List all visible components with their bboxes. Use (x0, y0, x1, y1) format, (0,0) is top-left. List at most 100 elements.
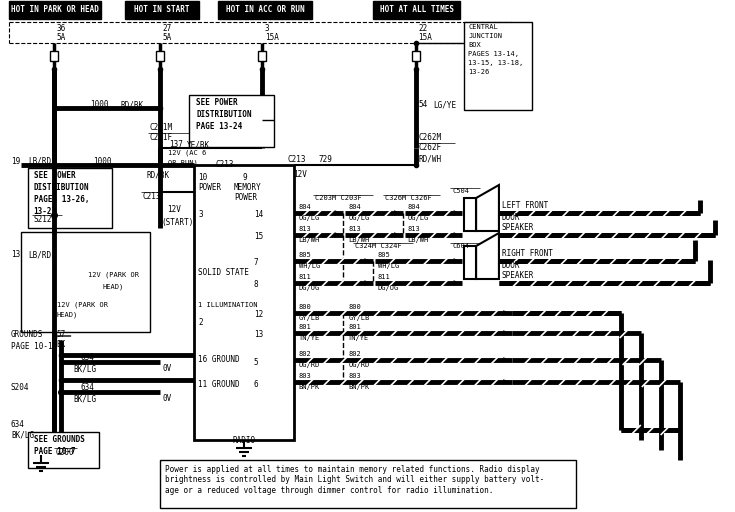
Text: 804: 804 (408, 204, 420, 210)
Text: PAGE 10-10: PAGE 10-10 (11, 342, 57, 351)
Text: C604: C604 (452, 243, 470, 249)
Bar (465, 198, 476, 231)
Text: 1 ILLUMINATION: 1 ILLUMINATION (198, 302, 258, 308)
Text: SEE POWER: SEE POWER (196, 98, 238, 107)
Text: C203M C203F: C203M C203F (315, 195, 362, 201)
Bar (465, 22, 531, 110)
Text: 634: 634 (80, 383, 94, 392)
Bar (28, 168, 112, 228)
Text: 54: 54 (419, 100, 428, 109)
Text: (START): (START) (162, 218, 194, 227)
Text: BK/LG: BK/LG (74, 364, 96, 373)
Text: POWER: POWER (234, 193, 257, 202)
Text: 803: 803 (298, 373, 312, 379)
Bar (195, 165, 293, 440)
Text: Power is applied at all times to maintain memory related functions. Radio displa: Power is applied at all times to maintai… (165, 465, 544, 495)
Text: 13-27: 13-27 (34, 207, 57, 216)
Text: DOOR: DOOR (502, 261, 520, 270)
Text: 15A: 15A (419, 33, 432, 42)
Text: C326M C326F: C326M C326F (385, 195, 431, 201)
Text: CENTRAL: CENTRAL (468, 24, 498, 30)
Text: 12V: 12V (293, 170, 307, 179)
Text: 804: 804 (348, 204, 361, 210)
Text: PAGE 13-24: PAGE 13-24 (196, 122, 243, 131)
Text: HEAD): HEAD) (57, 312, 78, 318)
Text: LB/RD: LB/RD (28, 250, 51, 259)
Text: 5: 5 (254, 358, 259, 367)
Text: 0V: 0V (162, 394, 172, 403)
Text: 9: 9 (242, 173, 247, 182)
Text: G200: G200 (56, 448, 74, 457)
Text: 0V: 0V (162, 364, 172, 373)
Text: LEFT FRONT: LEFT FRONT (502, 201, 548, 210)
Text: 14: 14 (254, 210, 263, 219)
Text: OG/RD: OG/RD (298, 362, 320, 368)
Text: 5A: 5A (57, 33, 66, 42)
Text: SOLID STATE: SOLID STATE (198, 268, 249, 277)
Text: LB/WH: LB/WH (298, 237, 320, 243)
Text: 10: 10 (198, 173, 208, 182)
Text: C213: C213 (215, 160, 234, 169)
Text: 805: 805 (298, 252, 312, 258)
Text: TN/YE: TN/YE (348, 335, 370, 341)
Text: OG/LG: OG/LG (348, 215, 370, 221)
Text: BOX: BOX (468, 42, 481, 48)
Bar (373, 1, 460, 19)
Text: JUNCTION: JUNCTION (468, 33, 502, 39)
Text: 803: 803 (348, 373, 361, 379)
Text: 137: 137 (170, 140, 184, 149)
Text: MEMORY: MEMORY (234, 183, 262, 192)
Text: LB/RD: LB/RD (28, 157, 51, 166)
Text: 811: 811 (378, 274, 391, 280)
Text: WH/LG: WH/LG (298, 263, 320, 269)
Text: 3: 3 (198, 210, 203, 219)
Text: HOT AT ALL TIMES: HOT AT ALL TIMES (379, 6, 453, 14)
Bar (218, 1, 312, 19)
Text: SEE POWER: SEE POWER (34, 171, 76, 180)
Text: YE/BK: YE/BK (187, 140, 209, 149)
Text: PAGES 13-14,: PAGES 13-14, (468, 51, 519, 57)
Bar (258, 51, 266, 61)
Text: 634: 634 (80, 353, 94, 362)
Text: 5A: 5A (162, 33, 172, 42)
Bar (21, 232, 150, 332)
Bar (156, 51, 164, 61)
Text: BN/PK: BN/PK (348, 384, 370, 390)
Text: RD/BK: RD/BK (120, 100, 143, 109)
Text: C213: C213 (287, 155, 306, 164)
Text: RIGHT FRONT: RIGHT FRONT (502, 249, 553, 258)
Bar (159, 460, 576, 508)
Text: DISTRIBUTION: DISTRIBUTION (196, 110, 252, 119)
Text: OR RUN): OR RUN) (168, 160, 198, 166)
Text: C262F: C262F (419, 143, 442, 152)
Text: 800: 800 (348, 304, 361, 310)
Bar (412, 51, 420, 61)
Text: LG/YE: LG/YE (434, 100, 456, 109)
Text: 6: 6 (254, 380, 259, 389)
Text: 804: 804 (298, 204, 312, 210)
Text: 15A: 15A (265, 33, 279, 42)
Text: BK: BK (57, 340, 66, 349)
Text: 22: 22 (419, 24, 428, 33)
Bar (28, 432, 99, 468)
Text: 27: 27 (162, 24, 172, 33)
Text: SEE GROUNDS: SEE GROUNDS (34, 435, 85, 444)
Text: RADIO: RADIO (232, 436, 255, 445)
Text: BK/LG: BK/LG (11, 431, 34, 440)
Bar (125, 1, 199, 19)
Text: DISTRIBUTION: DISTRIBUTION (34, 183, 89, 192)
Bar (49, 51, 57, 61)
Text: 11 GROUND: 11 GROUND (198, 380, 240, 389)
Text: 19: 19 (11, 157, 20, 166)
Text: 3: 3 (265, 24, 270, 33)
Text: S204: S204 (11, 383, 29, 392)
Text: DG/OG: DG/OG (298, 285, 320, 291)
Text: POWER: POWER (198, 183, 221, 192)
Text: GY/LB: GY/LB (348, 315, 370, 321)
Text: 805: 805 (378, 252, 391, 258)
Text: WH/LG: WH/LG (378, 263, 399, 269)
Text: 2: 2 (198, 318, 203, 327)
Text: HOT IN START: HOT IN START (134, 6, 190, 14)
Polygon shape (476, 233, 499, 279)
Text: 1000: 1000 (90, 100, 109, 109)
